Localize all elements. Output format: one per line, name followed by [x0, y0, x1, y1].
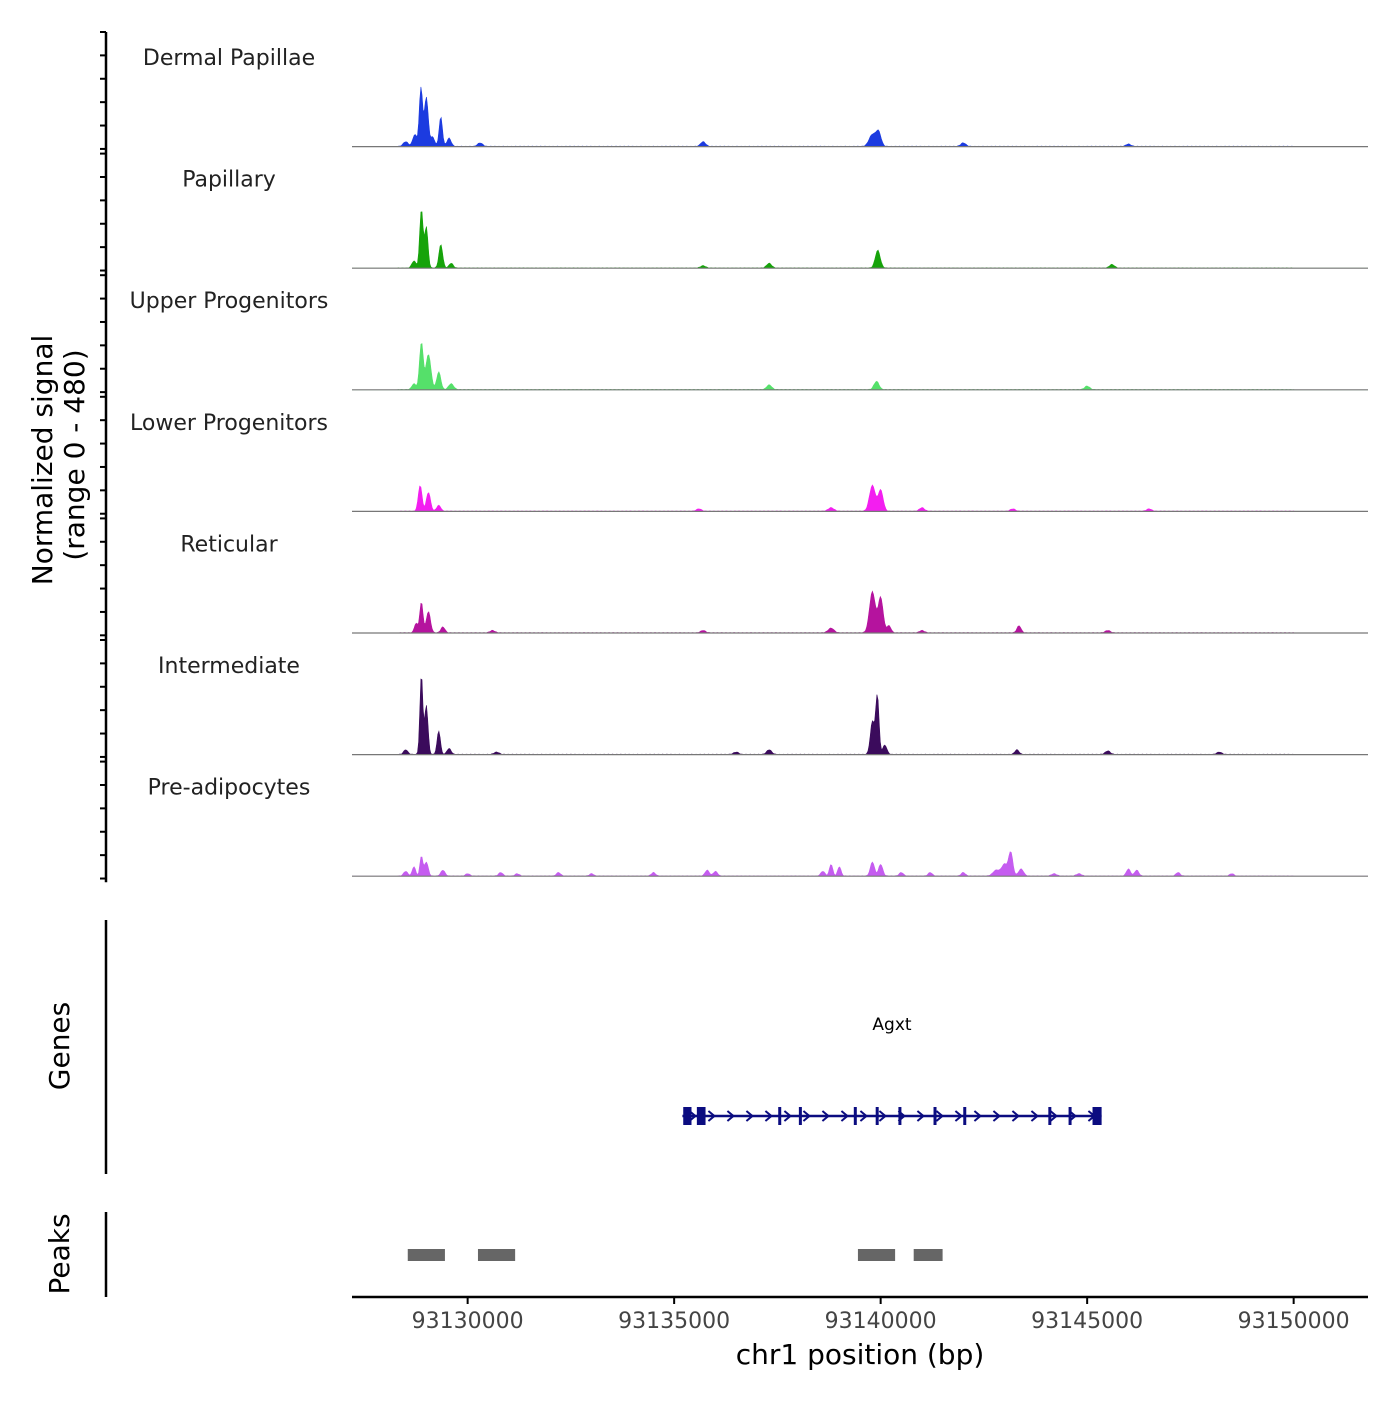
peak-track — [104, 1212, 943, 1297]
exon — [1068, 1107, 1072, 1125]
strand-arrow — [764, 1110, 773, 1122]
strand-arrow — [802, 1110, 811, 1122]
strand-arrow — [745, 1110, 754, 1122]
gene-name: Agxt — [872, 1015, 911, 1035]
peak-region — [857, 1249, 896, 1261]
exon — [933, 1107, 937, 1125]
strand-arrow — [859, 1110, 868, 1122]
track-label: Papillary — [182, 168, 276, 193]
coverage-track: Dermal Papillae — [100, 31, 1368, 150]
exon — [963, 1107, 967, 1125]
x-tick-label: 93130000 — [412, 1309, 524, 1334]
peak-region — [477, 1249, 516, 1261]
x-tick-label: 93135000 — [618, 1309, 730, 1334]
exon — [875, 1107, 879, 1125]
x-tick-label: 93145000 — [1031, 1309, 1143, 1334]
coverage-track: Upper Progenitors — [100, 274, 1368, 394]
peaks-track-label: Peaks — [43, 1213, 76, 1294]
coverage-area — [352, 343, 1368, 391]
strand-arrow — [707, 1110, 716, 1122]
coverage-area — [352, 590, 1368, 634]
strand-arrow — [954, 1110, 963, 1122]
strand-arrow — [840, 1110, 849, 1122]
strand-arrow — [726, 1110, 735, 1122]
coverage-area — [352, 86, 1368, 147]
coverage-track: Pre-adipocytes — [100, 760, 1368, 880]
x-axis-title: chr1 position (bp) — [736, 1338, 985, 1371]
track-label: Pre-adipocytes — [148, 776, 311, 801]
exon — [778, 1107, 782, 1125]
exon — [853, 1107, 857, 1125]
strand-arrow — [783, 1110, 792, 1122]
strand-arrow — [992, 1110, 1001, 1122]
strand-arrow — [878, 1110, 887, 1122]
coverage-area — [352, 678, 1368, 755]
peak-region — [407, 1249, 445, 1261]
exon — [696, 1107, 706, 1125]
x-tick-label: 93150000 — [1238, 1309, 1350, 1334]
exon — [1048, 1107, 1052, 1125]
strand-arrow — [1049, 1110, 1058, 1122]
y-axis-label-line1: Normalized signal — [26, 335, 59, 586]
genes-track-label: Genes — [43, 1002, 76, 1090]
coverage-area — [352, 484, 1368, 512]
gene-track: Agxt — [104, 920, 1102, 1174]
exon — [798, 1107, 802, 1125]
coverage-tracks: Dermal Papillae Papillary Upper Progenitor… — [100, 31, 1368, 883]
track-label: Lower Progenitors — [130, 411, 328, 436]
peak-region — [913, 1249, 943, 1261]
strand-arrow — [916, 1110, 925, 1122]
strand-arrow — [1030, 1110, 1039, 1122]
coverage-area — [352, 851, 1368, 877]
track-label: Intermediate — [158, 654, 300, 679]
strand-arrow — [1011, 1110, 1020, 1122]
track-label: Reticular — [180, 532, 278, 557]
track-label: Upper Progenitors — [130, 289, 329, 314]
coverage-track: Intermediate — [100, 639, 1368, 758]
y-axis-label-line2: (range 0 - 480) — [58, 349, 91, 560]
coverage-track: Reticular — [100, 517, 1368, 637]
strand-arrow — [935, 1110, 944, 1122]
coverage-area — [352, 211, 1368, 269]
strand-arrow — [821, 1110, 830, 1122]
exon — [683, 1107, 692, 1125]
x-tick-label: 93140000 — [825, 1309, 937, 1334]
track-label: Dermal Papillae — [143, 46, 315, 71]
exon — [898, 1107, 902, 1125]
exon — [1092, 1107, 1102, 1125]
strand-arrow — [973, 1110, 982, 1122]
x-axis: 93130000 93135000 93140000 93145000 93150000 — [352, 1295, 1368, 1334]
coverage-track: Lower Progenitors — [100, 395, 1368, 515]
coverage-track: Papillary — [100, 152, 1368, 272]
